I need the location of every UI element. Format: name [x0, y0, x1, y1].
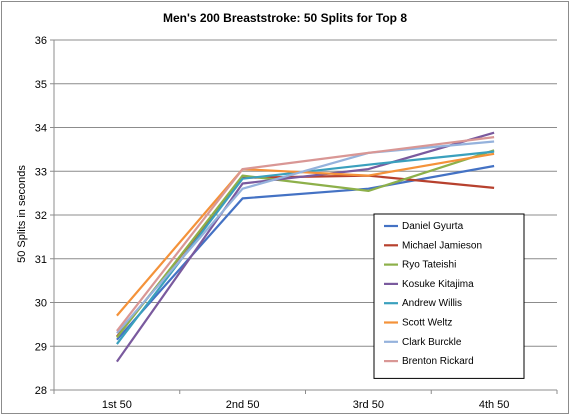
legend-label: Scott Weltz — [402, 318, 452, 329]
legend: Daniel Gyurta Michael Jamieson Ryo Tateish… — [373, 213, 525, 379]
x-tick-label: 4th 50 — [479, 399, 510, 411]
x-tick-labels: 1st 50 2nd 50 3rd 50 4th 50 — [102, 399, 510, 411]
y-tick-label: 29 — [35, 341, 47, 353]
series-lines — [116, 131, 495, 363]
legend-label: Kosuke Kitajima — [402, 279, 474, 290]
legend-box — [373, 213, 525, 379]
y-tick-labels: 28 29 30 31 32 33 34 35 36 — [35, 35, 47, 397]
series-line-ryo-tateishi — [116, 149, 495, 339]
y-tick-label: 28 — [35, 385, 47, 397]
y-tick-label: 31 — [35, 254, 47, 266]
legend-label: Andrew Willis — [402, 298, 462, 309]
legend-label: Brenton Rickard — [402, 356, 474, 367]
y-tick-label: 36 — [35, 35, 47, 47]
series-line-kosuke-kitajima — [116, 131, 495, 363]
y-tick-label: 33 — [35, 166, 47, 178]
series-line-scott-weltz — [116, 152, 495, 317]
legend-label: Michael Jamieson — [402, 240, 482, 251]
y-tick-label: 30 — [35, 298, 47, 310]
legend-label: Daniel Gyurta — [402, 221, 464, 232]
axes — [50, 39, 558, 394]
legend-label: Ryo Tateishi — [402, 260, 456, 271]
chart-title: Men's 200 Breaststroke: 50 Splits for To… — [163, 11, 407, 25]
x-tick-label: 1st 50 — [102, 399, 132, 411]
series-line-clark-burckle — [116, 140, 495, 334]
x-tick-label: 3rd 50 — [353, 399, 384, 411]
legend-label: Clark Burckle — [402, 337, 462, 348]
y-axis-label: 50 Splits in seconds — [16, 165, 28, 263]
y-tick-label: 34 — [35, 123, 47, 135]
y-tick-label: 32 — [35, 210, 47, 222]
y-tick-label: 35 — [35, 79, 47, 91]
x-tick-label: 2nd 50 — [226, 399, 260, 411]
series-line-brenton-rickard — [116, 136, 495, 332]
series-line-daniel-gyurta — [116, 164, 495, 341]
